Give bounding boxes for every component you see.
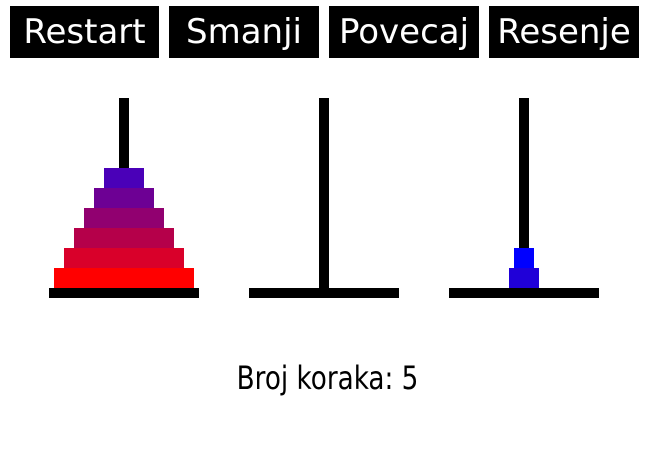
tower-1-disk-5[interactable] xyxy=(94,188,154,208)
move-counter: Broj koraka: 5 xyxy=(236,359,419,397)
tower-1-disk-1[interactable] xyxy=(54,268,194,288)
tower-1-disk-4[interactable] xyxy=(84,208,164,228)
tower-2-base[interactable] xyxy=(249,288,399,298)
increase-button[interactable]: Povecaj xyxy=(329,6,479,58)
tower-3-rod[interactable] xyxy=(519,98,529,290)
restart-button[interactable]: Restart xyxy=(10,6,159,58)
tower-1-disk-2[interactable] xyxy=(64,248,184,268)
tower-2-rod[interactable] xyxy=(319,98,329,290)
tower-1-base[interactable] xyxy=(49,288,199,298)
tower-3-disk-2[interactable] xyxy=(514,248,534,268)
solution-button[interactable]: Resenje xyxy=(489,6,639,58)
tower-1-disk-3[interactable] xyxy=(74,228,174,248)
tower-3-disk-1[interactable] xyxy=(509,268,539,288)
tower-3-base[interactable] xyxy=(449,288,599,298)
game-board xyxy=(49,98,599,298)
tower-1-disk-6[interactable] xyxy=(104,168,144,188)
toolbar: Restart Smanji Povecaj Resenje xyxy=(0,0,655,60)
decrease-button[interactable]: Smanji xyxy=(169,6,319,58)
